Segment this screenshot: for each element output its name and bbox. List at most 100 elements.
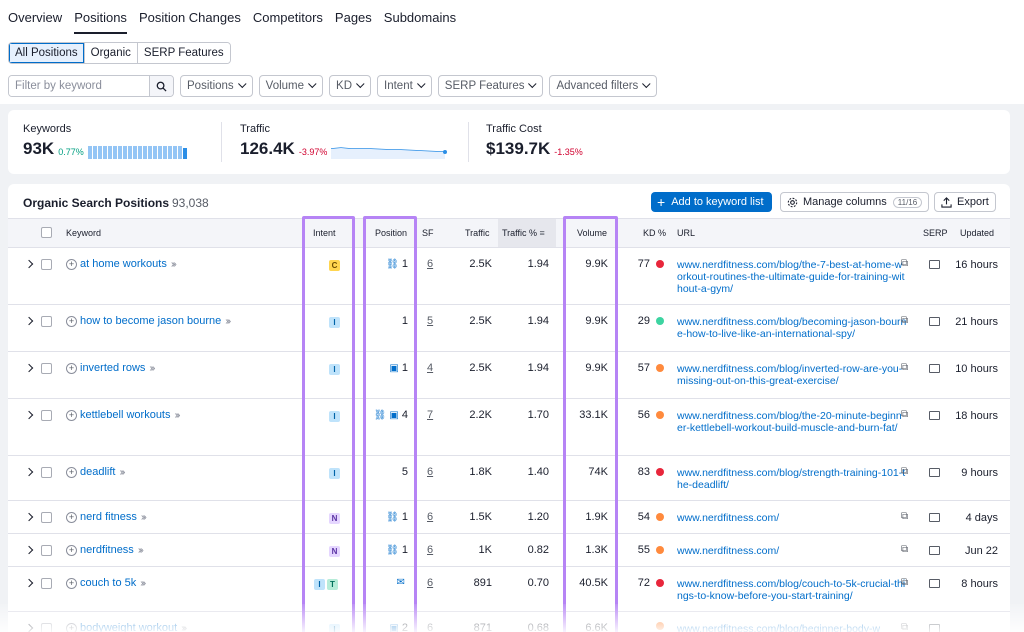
keyword-details-arrow-icon[interactable]: ››› [119,466,125,478]
serp-snapshot-icon[interactable] [929,411,940,420]
serp-snapshot-icon[interactable] [929,364,940,373]
url-link[interactable]: www.nerdfitness.com/blog/inverted-row-ar… [677,363,903,387]
keyword-link[interactable]: inverted rows [80,362,146,374]
external-link-icon[interactable]: ⧉ [901,466,909,477]
expand-row-chevron-icon[interactable] [24,259,34,269]
add-keyword-icon[interactable]: + [66,315,77,327]
external-link-icon[interactable]: ⧉ [901,544,909,555]
add-keyword-icon[interactable]: + [66,511,77,523]
expand-row-chevron-icon[interactable] [24,410,34,420]
keyword-details-arrow-icon[interactable]: ››› [149,362,155,374]
url-link[interactable]: www.nerdfitness.com/blog/the-20-minute-b… [677,410,902,434]
manage-columns-button[interactable]: Manage columns 11/16 [780,192,930,212]
keyword-details-arrow-icon[interactable]: ››› [174,409,181,421]
tab-positions[interactable]: Positions [74,10,127,34]
serp-snapshot-icon[interactable] [929,513,940,522]
export-button[interactable]: Export [934,192,996,212]
keyword-link[interactable]: at home workouts [80,258,167,270]
volume-dropdown[interactable]: Volume [258,75,324,97]
col-traffic-percent[interactable]: Traffic % ≡ [498,219,556,247]
url-link[interactable]: www.nerdfitness.com/blog/the-7-best-at-h… [677,259,905,295]
advanced-filters-dropdown[interactable]: Advanced filters [549,75,658,97]
sf-count-link[interactable]: 6 [427,466,434,478]
serp-snapshot-icon[interactable] [929,579,940,588]
expand-row-chevron-icon[interactable] [24,316,34,326]
url-link[interactable]: www.nerdfitness.com/ [677,545,780,557]
col-keyword[interactable]: Keyword [66,228,102,238]
keyword-details-arrow-icon[interactable]: ››› [137,544,144,556]
add-keyword-icon[interactable]: + [66,577,77,589]
serp-snapshot-icon[interactable] [929,468,940,477]
row-checkbox[interactable] [41,545,52,556]
keyword-link[interactable]: couch to 5k [80,577,137,589]
col-volume[interactable]: Volume [577,228,608,238]
row-checkbox[interactable] [41,512,52,523]
sf-count-link[interactable]: 4 [427,362,434,374]
sf-count-link[interactable]: 6 [427,258,434,270]
expand-row-chevron-icon[interactable] [24,512,34,522]
expand-row-chevron-icon[interactable] [24,467,34,477]
external-link-icon[interactable]: ⧉ [901,258,909,269]
keyword-link[interactable]: nerdfitness [80,544,134,556]
add-keyword-icon[interactable]: + [66,466,77,478]
col-url[interactable]: URL [677,228,696,238]
keyword-filter-input[interactable] [9,76,149,96]
sf-count-link[interactable]: 7 [427,409,434,421]
add-keyword-icon[interactable]: + [66,544,77,556]
keyword-details-arrow-icon[interactable]: ››› [225,315,231,327]
keyword-details-arrow-icon[interactable]: ››› [140,577,146,589]
url-link[interactable]: www.nerdfitness.com/blog/couch-to-5k-cru… [677,578,906,602]
add-keyword-icon[interactable]: + [66,362,77,374]
sf-count-link[interactable]: 6 [427,544,434,556]
external-link-icon[interactable]: ⧉ [901,511,909,522]
col-position[interactable]: Position [375,228,408,238]
external-link-icon[interactable]: ⧉ [901,577,909,588]
tab-competitors[interactable]: Competitors [252,10,323,25]
expand-row-chevron-icon[interactable] [24,545,34,555]
keyword-link[interactable]: deadlift [80,466,116,478]
search-button[interactable] [149,76,173,96]
serp-features-dropdown[interactable]: SERP Features [437,75,544,97]
keyword-details-arrow-icon[interactable]: ››› [140,511,147,523]
external-link-icon[interactable]: ⧉ [901,315,909,326]
expand-row-chevron-icon[interactable] [24,363,34,373]
row-checkbox[interactable] [41,467,52,478]
tab-pages[interactable]: Pages [334,10,372,25]
tab-subdomains[interactable]: Subdomains [383,10,457,25]
add-keyword-icon[interactable]: + [66,258,77,270]
col-kd[interactable]: KD % [643,228,667,238]
url-link[interactable]: www.nerdfitness.com/blog/strength-traini… [677,467,906,491]
url-link[interactable]: www.nerdfitness.com/blog/becoming-jason-… [677,316,907,340]
sf-count-link[interactable]: 6 [427,511,434,523]
serp-snapshot-icon[interactable] [929,260,940,269]
sf-count-link[interactable]: 5 [427,315,434,327]
col-updated[interactable]: Updated [960,228,995,238]
col-intent[interactable]: Intent [313,228,336,238]
keyword-details-arrow-icon[interactable]: ››› [170,258,177,270]
col-sf[interactable]: SF [422,228,434,238]
row-checkbox[interactable] [41,578,52,589]
keyword-link[interactable]: nerd fitness [80,511,137,523]
kd-dropdown[interactable]: KD [329,75,372,97]
positions-dropdown[interactable]: Positions [180,75,253,97]
url-link[interactable]: www.nerdfitness.com/ [677,512,780,524]
tab-overview[interactable]: Overview [8,10,63,25]
row-checkbox[interactable] [41,410,52,421]
tab-position-changes[interactable]: Position Changes [138,10,241,25]
serp-snapshot-icon[interactable] [929,317,940,326]
external-link-icon[interactable]: ⧉ [901,409,909,420]
serp-snapshot-icon[interactable] [929,546,940,555]
keyword-link[interactable]: kettlebell workouts [80,409,171,421]
keyword-link[interactable]: how to become jason bourne [80,315,222,327]
add-keyword-icon[interactable]: + [66,409,77,421]
external-link-icon[interactable]: ⧉ [901,362,909,373]
intent-dropdown[interactable]: Intent [377,75,432,97]
row-checkbox[interactable] [41,363,52,374]
sf-count-link[interactable]: 6 [427,577,434,589]
segment-organic[interactable]: Organic [84,43,138,63]
segment-all-positions[interactable]: All Positions [9,43,85,63]
col-traffic[interactable]: Traffic [465,228,490,238]
col-serp[interactable]: SERP [923,228,948,238]
row-checkbox[interactable] [41,316,52,327]
row-checkbox[interactable] [41,259,52,270]
